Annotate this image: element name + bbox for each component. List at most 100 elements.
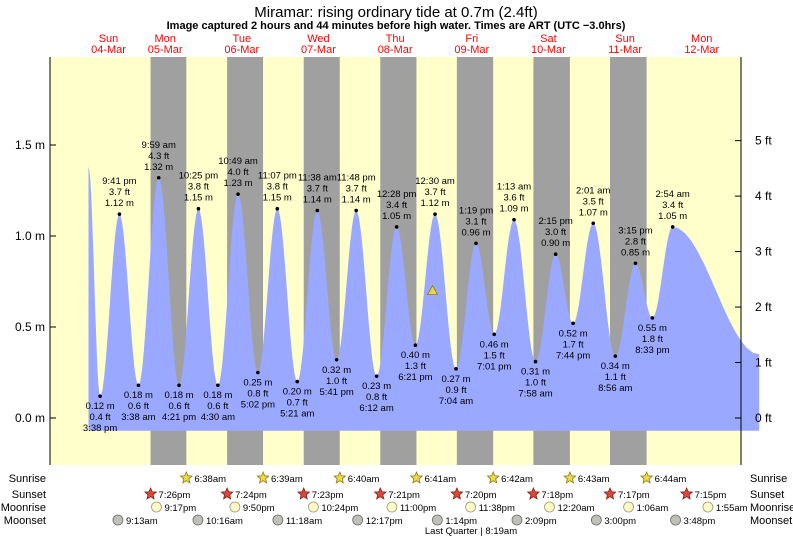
extreme-time: 1:19 pm (459, 205, 493, 216)
moonset-time: 10:16am (206, 516, 243, 527)
extreme-dot-29 (670, 225, 675, 229)
moonrise-time: 11:38pm (479, 503, 515, 514)
day-date: 09-Mar (454, 44, 489, 56)
extreme-ft: 3.4 ft (662, 200, 683, 211)
extreme-ft: 4.0 ft (227, 167, 248, 178)
moonset-time: 11:18am (286, 516, 322, 527)
extreme-dot-12 (334, 357, 339, 362)
moonrise-moon-icon (544, 501, 555, 513)
extreme-time: 5:02 pm (241, 400, 275, 411)
extreme-ft: 1.0 ft (326, 376, 347, 387)
sunset-time: 7:24pm (235, 490, 267, 501)
extreme-ft: 0.9 ft (445, 385, 466, 396)
extreme-ft: 1.3 ft (405, 361, 426, 372)
moonrise-moon-icon (307, 501, 319, 513)
sunset-star-icon (526, 486, 541, 500)
sunset-star-icon (450, 486, 464, 500)
extreme-time: 3:38 am (121, 412, 155, 423)
extreme-dot-1 (117, 212, 122, 216)
chart-title: Miramar: rising ordinary tide at 0.7m (2… (254, 4, 537, 21)
moonset-time: 9:13am (126, 516, 158, 527)
row-label-moonset-right: Moonset (750, 515, 792, 527)
sunrise-star-icon (409, 470, 424, 484)
extreme-dot-4 (177, 383, 181, 388)
extreme-m: 1.15 m (184, 193, 213, 204)
right-tick-label: 1 ft (755, 356, 772, 370)
extreme-dot-15 (394, 225, 399, 229)
moonrise-time: 12:20am (557, 503, 594, 514)
sunset-star-icon (297, 486, 311, 500)
extreme-dot-6 (216, 383, 220, 388)
sunset-time: 7:23pm (312, 490, 344, 501)
sunset-time: 7:15pm (695, 490, 727, 501)
extreme-time: 11:48 pm (337, 173, 376, 184)
extreme-m: 0.32 m (322, 365, 351, 376)
sunrise-star-icon (563, 470, 577, 484)
extreme-dot-18 (454, 367, 458, 371)
extreme-ft: 1.7 ft (563, 339, 584, 350)
moonrise-moon-icon (386, 501, 398, 513)
current-level-marker (426, 284, 439, 296)
extreme-ft: 0.8 ft (366, 392, 387, 403)
left-tick-label: 1.0 m (15, 229, 45, 243)
extreme-time: 12:28 pm (377, 189, 417, 200)
extreme-dot-27 (633, 261, 638, 266)
left-tick-label: 1.5 m (15, 138, 45, 152)
extreme-dot-22 (533, 359, 538, 364)
extreme-m: 0.90 m (541, 238, 570, 249)
extreme-m: 1.05 m (658, 211, 687, 222)
day-name: Sun (99, 33, 119, 45)
extreme-dot-24 (571, 321, 575, 326)
tide-area-layer (88, 166, 760, 431)
sunrise-time: 6:39am (271, 474, 303, 485)
sunrise-time: 6:44am (655, 474, 687, 485)
extreme-m: 0.96 m (461, 227, 490, 238)
extreme-dot-17 (433, 212, 437, 216)
day-name: Fri (465, 33, 478, 45)
sunset-star-icon (603, 486, 617, 500)
moonset-moon-icon (511, 514, 523, 526)
extreme-m: 0.31 m (521, 367, 550, 378)
day-name: Sun (615, 33, 635, 45)
moonset-time: 12:17pm (366, 516, 403, 527)
extreme-ft: 0.7 ft (287, 398, 308, 409)
extreme-ft: 1.8 ft (642, 334, 663, 345)
moonrise-time: 9:50pm (243, 503, 275, 514)
extreme-time: 4:21 pm (162, 412, 196, 423)
extreme-dot-0 (98, 394, 102, 398)
extreme-time: 2:54 am (656, 189, 690, 200)
moonset-moon-icon (192, 514, 204, 526)
sunrise-time: 6:38am (194, 474, 226, 485)
extreme-ft: 1.5 ft (484, 350, 505, 361)
extreme-time: 5:21 am (280, 409, 314, 420)
sunrise-star-icon (639, 470, 654, 484)
right-tick-label: 2 ft (755, 300, 772, 314)
extreme-ft: 3.7 ft (109, 187, 130, 198)
day-name: Sat (540, 33, 557, 45)
extreme-m: 1.14 m (342, 195, 371, 206)
extreme-time: 2:01 am (576, 185, 610, 196)
sunset-star-icon (679, 486, 694, 500)
moonset-moon-icon (670, 514, 681, 526)
row-label-sunset-left: Sunset (12, 489, 46, 501)
extreme-m: 0.25 m (243, 378, 272, 389)
extreme-m: 1.14 m (303, 195, 332, 206)
extreme-ft: 3.5 ft (583, 196, 604, 207)
row-label-sunrise-left: Sunrise (9, 473, 46, 485)
row-label-moonset-left: Moonset (4, 515, 46, 527)
moonrise-time: 1:55am (716, 503, 748, 514)
moonset-moon-icon (272, 514, 284, 526)
moonset-moon-icon (112, 514, 124, 526)
extreme-m: 0.27 m (442, 374, 471, 385)
extreme-m: 0.18 m (203, 390, 232, 401)
extreme-dot-2 (136, 383, 141, 388)
extreme-dot-14 (374, 374, 379, 378)
right-tick-label: 3 ft (755, 245, 772, 259)
extreme-ft: 3.0 ft (545, 227, 566, 238)
sunrise-time: 6:40am (348, 474, 380, 485)
moonrise-moon-icon (229, 501, 241, 513)
row-label-moonrise-left: Moonrise (1, 502, 46, 514)
extreme-ft: 3.7 ft (424, 187, 445, 198)
